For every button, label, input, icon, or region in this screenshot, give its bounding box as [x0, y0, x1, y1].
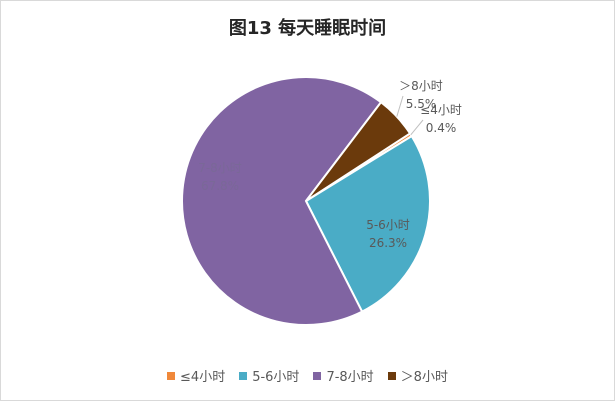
slice-value-label: 26.3%	[369, 236, 407, 250]
pie-slice	[304, 134, 431, 313]
legend-label: ＞8小时	[400, 370, 448, 385]
slice-value-label: 0.4%	[426, 121, 457, 135]
leader-line	[410, 119, 424, 136]
slice-value-label: 5.5%	[406, 97, 437, 111]
slice-label: 5-6小时	[366, 218, 410, 232]
chart-title: 图13 每天睡眠时间	[228, 18, 387, 39]
legend-item-gt8: ＞8小时	[387, 366, 448, 385]
legend-item-le4: ≤4小时	[167, 366, 225, 385]
slice-value-label: 67.8%	[201, 179, 239, 193]
slice-label: ≤4小时	[420, 103, 462, 117]
legend-label: 7-8小时	[326, 370, 374, 385]
legend-swatch	[239, 371, 248, 380]
legend-swatch	[387, 371, 396, 380]
slice-label: 7-8小时	[198, 161, 242, 175]
leader-line	[396, 95, 404, 117]
legend-label: 5-6小时	[252, 370, 300, 385]
slice-label: ＞8小时	[399, 79, 443, 93]
legend-swatch	[167, 371, 176, 380]
pie-slice	[181, 76, 383, 326]
legend: ≤4小时 5-6小时 7-8小时 ＞8小时	[0, 366, 615, 385]
legend-label: ≤4小时	[180, 370, 226, 385]
pie-slice	[305, 100, 412, 202]
legend-swatch	[313, 371, 322, 380]
legend-item-7-8: 7-8小时	[313, 366, 374, 385]
legend-item-5-6: 5-6小时	[239, 366, 299, 385]
